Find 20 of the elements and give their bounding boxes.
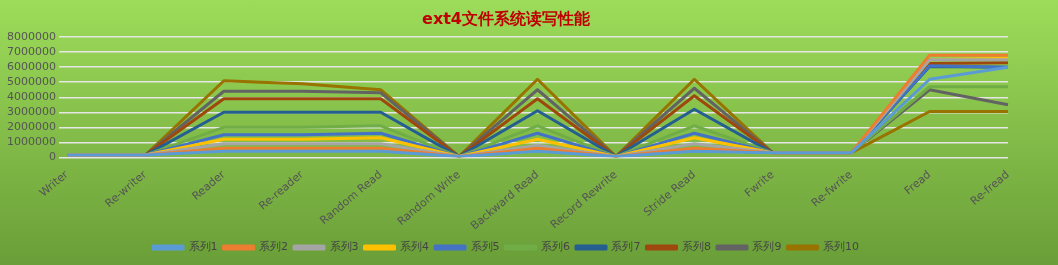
legend-label: 系列9 bbox=[752, 240, 782, 254]
y-tick-label: 3000000 bbox=[6, 105, 56, 119]
chart-title: ext4文件系统读写性能 bbox=[422, 8, 590, 28]
legend-label: 系列2 bbox=[259, 240, 289, 254]
legend-label: 系列7 bbox=[611, 240, 641, 254]
y-tick-label: 8000000 bbox=[6, 30, 56, 44]
legend-label: 系列8 bbox=[682, 240, 711, 254]
y-tick-label: 5000000 bbox=[6, 75, 56, 89]
y-tick-label: 1000000 bbox=[6, 135, 56, 149]
y-tick-label: 4000000 bbox=[6, 90, 56, 104]
legend-label: 系列10 bbox=[822, 240, 859, 254]
legend-label: 系列1 bbox=[188, 240, 218, 254]
legend-label: 系列5 bbox=[470, 240, 500, 254]
legend-label: 系列4 bbox=[400, 240, 429, 254]
y-tick-label: 2000000 bbox=[6, 120, 56, 134]
y-tick-label: 7000000 bbox=[6, 45, 56, 59]
legend-label: 系列3 bbox=[329, 240, 359, 254]
y-tick-label: 0 bbox=[48, 150, 56, 164]
y-tick-label: 6000000 bbox=[6, 60, 56, 74]
legend-label: 系列6 bbox=[541, 240, 570, 254]
